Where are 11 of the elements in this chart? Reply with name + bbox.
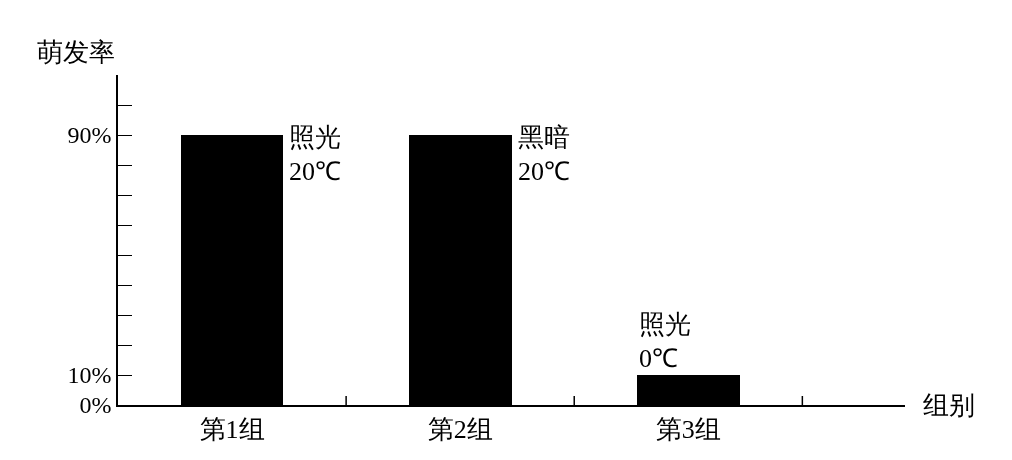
y-tick-label: 0% [79,392,112,419]
x-tick-label: 第3组 [655,414,721,444]
annotation: 照光 0℃ [639,310,691,373]
x-axis-title: 组别 [923,391,975,420]
x-tick-label: 第1组 [199,414,265,444]
y-tick-label: 10% [67,362,112,389]
y-axis-title: 萌发率 [37,38,115,67]
x-tick-label: 第2组 [427,414,493,444]
annotation: 照光 20℃ [289,123,341,186]
y-tick-label: 90% [67,122,112,149]
annotation: 黑暗 20℃ [518,123,570,186]
